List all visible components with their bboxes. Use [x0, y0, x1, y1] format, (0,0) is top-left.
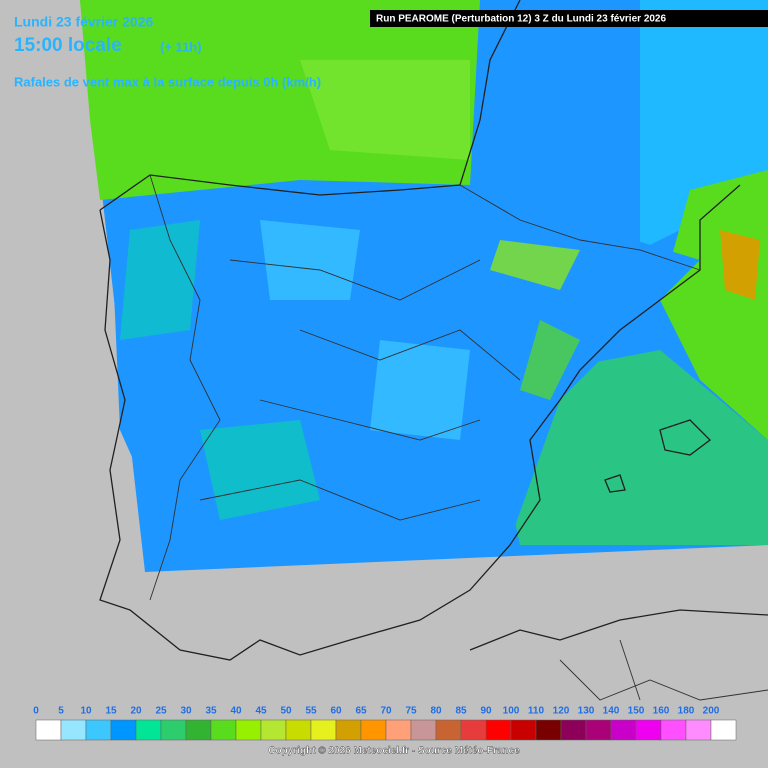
legend-swatch	[460, 719, 487, 741]
legend-swatch	[710, 719, 737, 741]
legend-swatch	[535, 719, 562, 741]
legend-swatch	[635, 719, 662, 741]
legend-label: 10	[80, 706, 92, 717]
legend-label: 50	[280, 706, 292, 717]
legend-swatch	[85, 719, 112, 741]
legend-label: 55	[305, 706, 317, 717]
legend-swatch	[210, 719, 237, 741]
legend-swatch	[360, 719, 387, 741]
legend-swatch	[585, 719, 612, 741]
legend-label: 85	[455, 706, 467, 717]
legend-swatch	[110, 719, 137, 741]
legend-label: 160	[653, 706, 670, 717]
legend-swatch	[160, 719, 187, 741]
legend-label: 30	[180, 706, 192, 717]
legend-label: 130	[578, 706, 595, 717]
legend-swatch	[485, 719, 512, 741]
legend-swatch	[660, 719, 687, 741]
legend-label: 15	[105, 706, 117, 717]
legend-swatch	[335, 719, 362, 741]
legend-label: 20	[130, 706, 142, 717]
legend-label: 25	[155, 706, 167, 717]
legend-label: 200	[703, 706, 720, 717]
legend-swatch	[285, 719, 312, 741]
legend-label: 70	[380, 706, 392, 717]
time: 15:00 locale	[14, 35, 122, 56]
coastlines	[99, 0, 768, 661]
legend-swatch	[610, 719, 637, 741]
legend-label: 0	[33, 706, 39, 717]
legend-swatch	[135, 719, 162, 741]
legend-label: 40	[230, 706, 242, 717]
legend-label: 80	[430, 706, 442, 717]
legend-label: 5	[58, 706, 64, 717]
legend-label: 110	[528, 706, 545, 717]
legend-swatch	[385, 719, 412, 741]
run-banner	[370, 10, 768, 27]
legend-label: 90	[480, 706, 492, 717]
legend: 0 5 10 15 20 25 30 35 40 45 50 55 60 65 70 75 80 85 90 100 1…	[33, 706, 737, 741]
legend-label: 140	[603, 706, 620, 717]
legend-label: 65	[355, 706, 367, 717]
legend-label: 150	[628, 706, 645, 717]
legend-label: 45	[255, 706, 267, 717]
lead-time: (+ 11h)	[160, 39, 202, 54]
date: Lundi 23 février 2026	[14, 14, 154, 30]
legend-swatch	[435, 719, 462, 741]
legend-swatch	[310, 719, 337, 741]
run-info: Run PEAROME (Perturbation 12) 3 Z du Lun…	[376, 14, 666, 25]
legend-swatch	[185, 719, 212, 741]
legend-swatch	[235, 719, 262, 741]
parameter: Rafales de vent max à la surface depuis …	[14, 74, 321, 89]
legend-swatch	[685, 719, 712, 741]
model-field	[80, 0, 768, 572]
legend-swatch	[410, 719, 437, 741]
legend-label: 35	[205, 706, 217, 717]
legend-label: 120	[553, 706, 570, 717]
legend-label: 180	[678, 706, 695, 717]
legend-swatch	[60, 719, 87, 741]
legend-label: 60	[330, 706, 342, 717]
legend-swatch	[260, 719, 287, 741]
legend-label: 75	[405, 706, 417, 717]
copyright: Copyright © 2026 Meteociel.fr - Source M…	[268, 746, 520, 757]
borders	[149, 174, 768, 701]
legend-swatch	[35, 719, 62, 741]
legend-label: 100	[503, 706, 520, 717]
legend-swatch	[510, 719, 537, 741]
legend-swatch	[560, 719, 587, 741]
